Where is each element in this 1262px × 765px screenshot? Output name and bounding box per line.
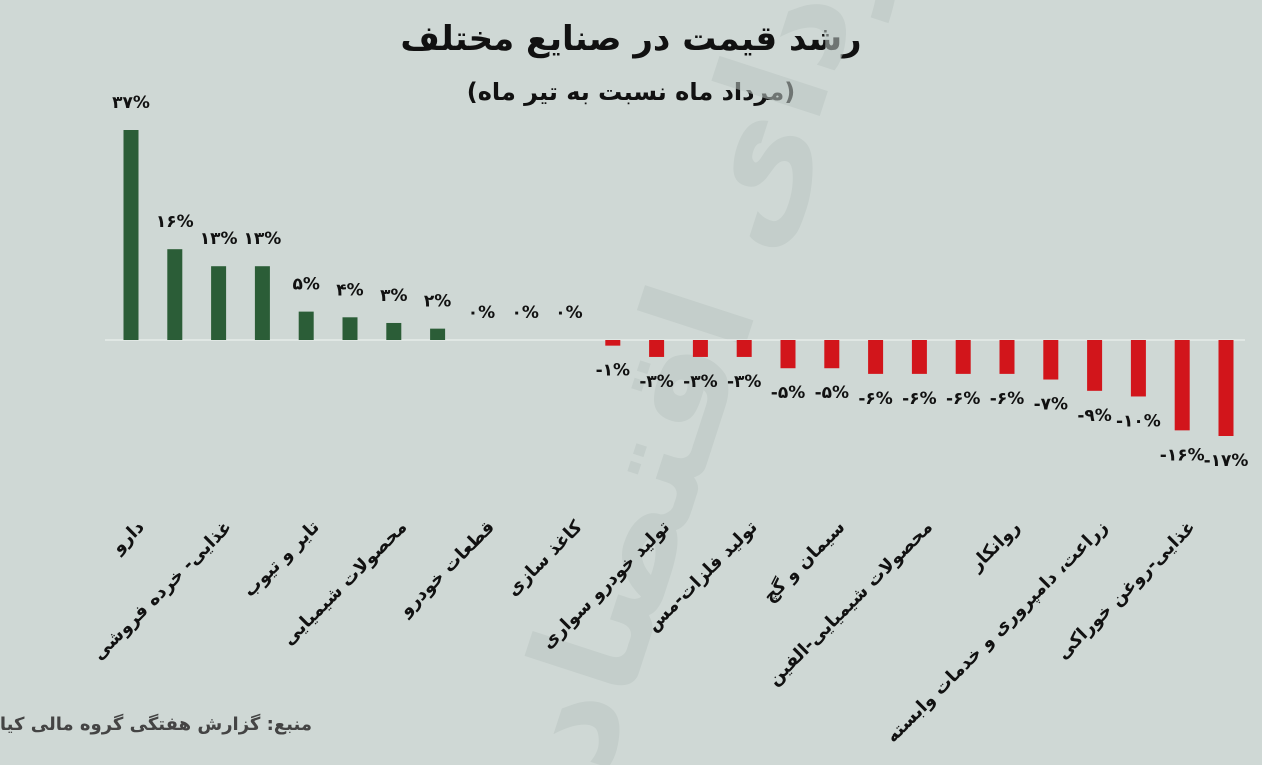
value-label: -۶% <box>946 389 980 409</box>
value-label: ۲% <box>424 292 451 312</box>
bar <box>123 130 139 340</box>
value-label: -۶% <box>902 389 936 409</box>
value-label: -۳% <box>727 372 761 392</box>
value-label: -۶% <box>990 389 1024 409</box>
bar <box>824 340 840 369</box>
value-label: -۳% <box>639 372 673 392</box>
chart-subtitle: (مرداد ماه نسبت به تیر ماه) <box>467 78 795 106</box>
value-label: -۶% <box>858 389 892 409</box>
value-label: -۵% <box>771 383 805 403</box>
value-label: ۱۳% <box>200 229 238 249</box>
bar <box>1130 340 1146 397</box>
bar <box>342 317 358 340</box>
bar <box>211 266 227 340</box>
bar <box>955 340 971 374</box>
bar <box>868 340 884 374</box>
x-tick-label: سیمان و گچ <box>759 516 850 607</box>
value-label: -۱۰% <box>1116 411 1161 431</box>
bar <box>1174 340 1190 431</box>
value-label: -۷% <box>1034 395 1068 415</box>
value-label: ۰% <box>511 303 538 323</box>
value-label: ۱۳% <box>244 229 282 249</box>
bar <box>736 340 752 357</box>
source-note: منبع: گزارش هفتگی گروه مالی کیان <box>0 713 312 735</box>
value-label: -۱% <box>596 361 630 381</box>
value-label: ۰% <box>468 303 495 323</box>
bar <box>911 340 927 374</box>
bar <box>1043 340 1059 380</box>
value-label: -۳% <box>683 372 717 392</box>
x-tick-label: محصولات شیمیایی-الفین <box>764 517 937 690</box>
bar <box>254 266 270 340</box>
bar <box>649 340 665 357</box>
value-label: ۴% <box>336 280 363 300</box>
value-label: -۵% <box>815 383 849 403</box>
bar <box>780 340 796 369</box>
x-tick-label: تایر و تیوب <box>239 517 324 602</box>
bar <box>1218 340 1234 436</box>
bar <box>999 340 1015 374</box>
bar <box>605 340 621 346</box>
bar <box>298 311 314 340</box>
bar <box>167 249 183 340</box>
bar <box>430 328 446 340</box>
value-label: ۳% <box>380 286 407 306</box>
bar <box>1087 340 1103 391</box>
value-label: -۱۷% <box>1204 451 1249 471</box>
chart-title: رشد قیمت در صنایع مختلف <box>400 19 861 59</box>
value-label: -۱۶% <box>1160 445 1205 465</box>
bar <box>386 322 402 340</box>
value-label: ۳۷% <box>112 93 150 113</box>
x-tick-label: دارو <box>107 517 149 559</box>
value-label: ۱۶% <box>156 212 194 232</box>
value-label: ۵% <box>292 275 319 295</box>
x-tick-label: روانکار <box>965 517 1024 576</box>
value-label: ۰% <box>555 303 582 323</box>
value-label: -۹% <box>1077 406 1111 426</box>
bar <box>692 340 708 357</box>
